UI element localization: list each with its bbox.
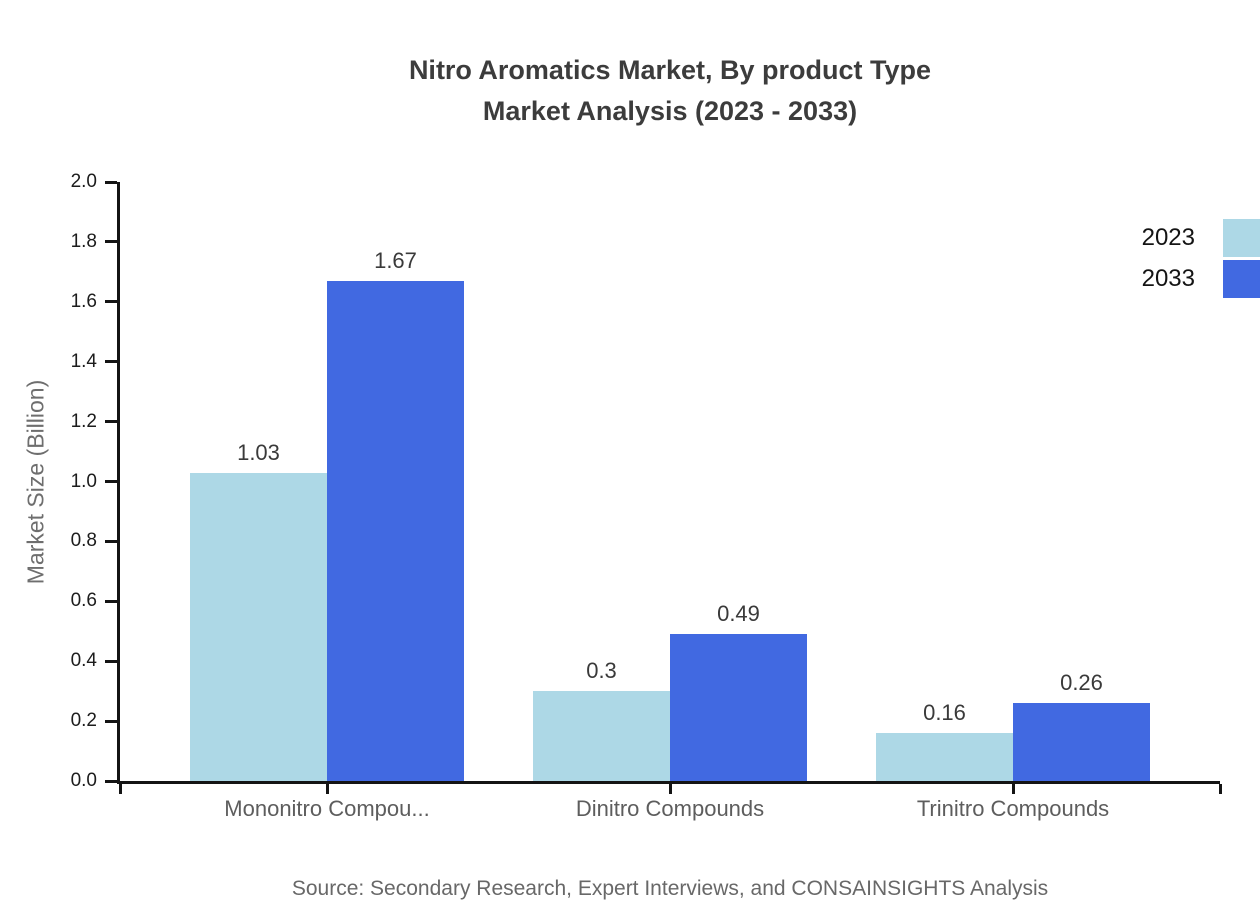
chart-title-line2: Market Analysis (2023 - 2033) xyxy=(482,96,858,126)
y-axis-tick xyxy=(105,360,117,364)
y-axis-tick xyxy=(105,599,117,603)
x-axis-category-label: Trinitro Compounds xyxy=(916,796,1110,821)
legend-label-2033: 2033 xyxy=(1141,265,1195,292)
y-axis-tick xyxy=(105,300,117,304)
bar-value-label: 0.49 xyxy=(717,601,760,626)
bar-value-label: 1.03 xyxy=(237,440,280,465)
bar-2033-category-1 xyxy=(327,281,464,781)
source-note: Source: Secondary Research, Expert Inter… xyxy=(291,877,1049,900)
y-axis-tick-label: 0.0 xyxy=(70,770,97,791)
y-axis-tick-label: 2.0 xyxy=(70,171,97,192)
y-axis-tick-label: 1.2 xyxy=(70,410,97,432)
y-axis-tick xyxy=(105,539,117,543)
bar-value-label: 0.26 xyxy=(1060,670,1103,695)
y-axis-tick xyxy=(105,480,117,483)
x-axis-category-label: Dinitro Compounds xyxy=(575,796,765,821)
x-axis-tick xyxy=(1011,784,1015,794)
y-axis-tick xyxy=(105,779,117,783)
y-axis-tick xyxy=(105,719,117,723)
bar-2023-category-3 xyxy=(876,733,1013,781)
x-axis-tick xyxy=(118,784,122,794)
bar-2033-category-3 xyxy=(1013,703,1150,781)
chart-title: Nitro Aromatics Market, By product Type … xyxy=(120,50,1220,132)
bar-value-label: 1.67 xyxy=(374,248,417,273)
y-axis-tick-label: 0.4 xyxy=(70,650,97,672)
y-axis-tick xyxy=(105,659,117,663)
legend: 2023 2033 xyxy=(1142,219,1260,301)
plot-area: 0.0 0.2 0.4 0.6 0.8 1.0 1.2 1.4 1.6 1.8 2.0 1.03 1.6… xyxy=(71,171,1222,821)
bar-value-label: 0.3 xyxy=(586,658,617,683)
legend-label-2023: 2023 xyxy=(1141,224,1195,251)
y-axis-tick-label: 0.8 xyxy=(70,530,97,552)
y-axis-tick xyxy=(105,180,117,184)
y-axis-tick-label: 1.4 xyxy=(70,350,97,372)
legend-swatch-2033 xyxy=(1223,260,1260,298)
bar-2033-category-2 xyxy=(670,634,807,781)
y-axis-tick-label: 0.6 xyxy=(70,590,97,612)
x-axis-tick xyxy=(668,784,672,794)
x-axis-tick xyxy=(1218,784,1222,794)
chart-title-line1: Nitro Aromatics Market, By product Type xyxy=(408,55,932,85)
legend-swatch-2023 xyxy=(1223,219,1260,257)
y-axis-tick xyxy=(105,240,117,244)
bar-value-label: 0.16 xyxy=(923,700,966,725)
legend-row-2023: 2023 xyxy=(1142,219,1260,257)
bar-2023-category-2 xyxy=(533,691,670,781)
y-axis-tick-label: 1.8 xyxy=(70,230,97,252)
bar-2023-category-1 xyxy=(190,473,327,781)
y-axis-tick-label: 1.6 xyxy=(70,290,97,312)
x-axis-tick xyxy=(325,784,329,794)
y-axis-tick-label: 1.0 xyxy=(70,470,97,492)
legend-row-2033: 2033 xyxy=(1142,260,1260,298)
y-axis-tick-label: 0.2 xyxy=(70,710,97,732)
x-axis-category-label: Mononitro Compou... xyxy=(224,796,430,821)
y-axis-tick xyxy=(105,420,117,424)
